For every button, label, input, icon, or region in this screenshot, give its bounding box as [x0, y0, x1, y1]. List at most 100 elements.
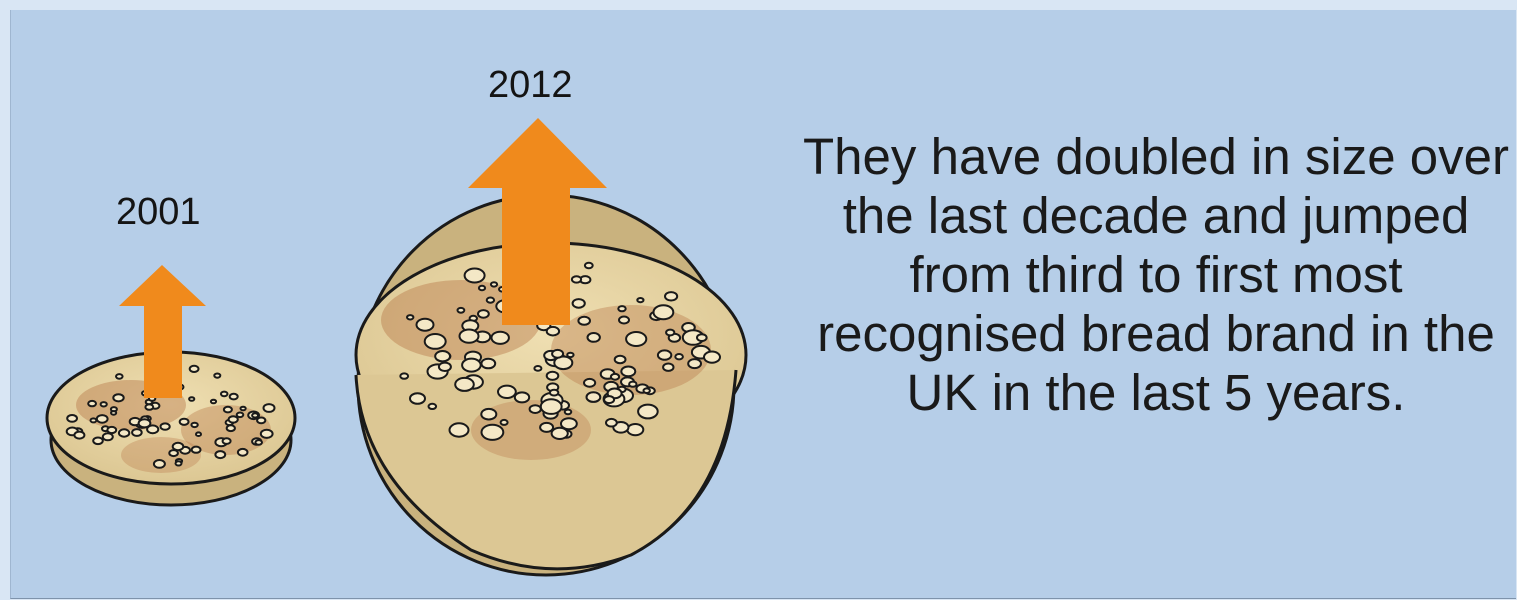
crumpet-hole — [222, 405, 233, 414]
crumpet-hole — [539, 398, 563, 415]
crumpet-hole — [545, 370, 560, 381]
crumpet-hole — [190, 421, 199, 429]
crumpet-hole — [427, 402, 438, 410]
crumpet-hole — [461, 357, 482, 373]
crumpet-hole — [618, 315, 630, 325]
crumpet-hole — [406, 314, 415, 321]
crumpet-hole — [687, 358, 702, 370]
crumpet-hole — [178, 417, 190, 426]
crumpet-hole — [437, 361, 452, 372]
crumpet-hole — [528, 404, 542, 415]
crumpet-hole — [101, 432, 114, 442]
crumpet-hole — [73, 430, 86, 440]
crumpet-hole — [399, 372, 410, 380]
description-text: They have doubled in size over the last … — [803, 128, 1509, 421]
crumpet-hole — [409, 392, 426, 405]
crumpet-hole — [159, 422, 171, 431]
crumpet-hole — [656, 349, 673, 361]
crumpet-hole — [448, 422, 470, 438]
crumpet-hole — [480, 423, 505, 441]
crumpet-hole — [626, 423, 645, 437]
crumpet-hole — [225, 424, 236, 433]
crumpet-hole — [571, 298, 586, 309]
crumpet-hole — [219, 390, 229, 398]
crumpet-hole — [533, 365, 543, 372]
crumpet-hole — [586, 332, 601, 343]
crumpet-hole — [545, 325, 561, 337]
crumpet-hole — [112, 393, 125, 403]
crumpet-hole — [642, 387, 651, 395]
crumpet-hole — [89, 417, 98, 424]
crumpet-hole — [195, 431, 202, 438]
crumpet-hole — [214, 450, 227, 460]
crumpet-hole — [625, 331, 648, 347]
crumpet-hole — [583, 377, 597, 388]
infographic-panel: 2001 2012 They have doubled in size over… — [10, 10, 1516, 599]
year-label-2012: 2012 — [488, 64, 573, 106]
crumpet-hole — [415, 317, 435, 332]
crumpet-hole — [665, 328, 676, 337]
crumpet-hole — [115, 373, 124, 380]
crumpet-hole — [662, 362, 675, 372]
crumpet-large-icon — [354, 193, 748, 577]
crumpet-hole — [477, 284, 487, 292]
crumpet-hole — [235, 411, 245, 419]
crumpet-hole — [92, 436, 104, 446]
crumpet-hole — [609, 372, 621, 381]
crumpet-hole — [152, 459, 166, 469]
crumpet-hole — [227, 415, 239, 424]
crumpet-hole — [585, 391, 602, 403]
crumpet-hole — [434, 350, 452, 363]
arrow-up-large-icon — [468, 118, 607, 325]
crumpet-hole — [87, 399, 97, 408]
crumpet-hole — [485, 296, 496, 304]
crumpet-hole — [259, 428, 274, 439]
crumpet-hole — [236, 447, 249, 457]
crumpet-hole — [423, 333, 447, 350]
crumpet-hole — [577, 315, 592, 326]
crumpet-hole — [563, 408, 573, 416]
crumpet-hole — [497, 384, 517, 399]
crumpet-hole — [213, 372, 222, 379]
crumpet-hole — [106, 425, 118, 435]
arrow-up-small-icon — [119, 265, 206, 398]
crumpet-hole — [480, 357, 497, 370]
crumpet-hole — [168, 449, 179, 458]
crumpet-hole — [499, 418, 509, 426]
crumpet-hole — [652, 304, 675, 321]
crumpet-hole — [636, 297, 645, 304]
crumpet-hole — [256, 416, 267, 425]
crumpet-hole — [489, 281, 499, 288]
crumpet-hole — [637, 403, 659, 420]
crumpet-hole — [550, 426, 569, 440]
crumpet-hole — [254, 439, 263, 446]
crumpet-hole — [560, 417, 578, 431]
crumpet-hole — [458, 328, 480, 344]
crumpet-hole — [188, 396, 196, 402]
crumpet-hole — [146, 424, 160, 435]
crumpet-hole — [251, 412, 260, 419]
crumpet-hole — [99, 401, 108, 408]
crumpet-hole — [620, 365, 637, 378]
crumpet-hole — [171, 441, 185, 452]
crumpet-hole — [477, 309, 490, 319]
crumpet-hole — [613, 354, 627, 365]
crumpet-hole — [605, 417, 618, 428]
crumpet-hole — [490, 330, 510, 345]
crumpet-hole — [628, 380, 638, 388]
crumpet-hole — [603, 395, 616, 405]
crumpet-hole — [221, 437, 232, 445]
crumpet-hole — [570, 275, 583, 284]
crumpet-hole — [262, 403, 276, 413]
crumpet-hole — [454, 376, 475, 392]
crumpet-hole — [553, 355, 574, 371]
crumpet-hole — [480, 407, 498, 421]
crumpet-hole — [137, 418, 152, 429]
crumpet-hole — [144, 403, 155, 411]
crumpet-hole — [583, 261, 594, 270]
crumpet-hole — [209, 398, 218, 405]
crumpet-hole — [463, 267, 486, 284]
crumpet-hole — [190, 445, 202, 454]
crumpet-hole — [131, 428, 143, 437]
crumpet-hole — [513, 391, 531, 404]
